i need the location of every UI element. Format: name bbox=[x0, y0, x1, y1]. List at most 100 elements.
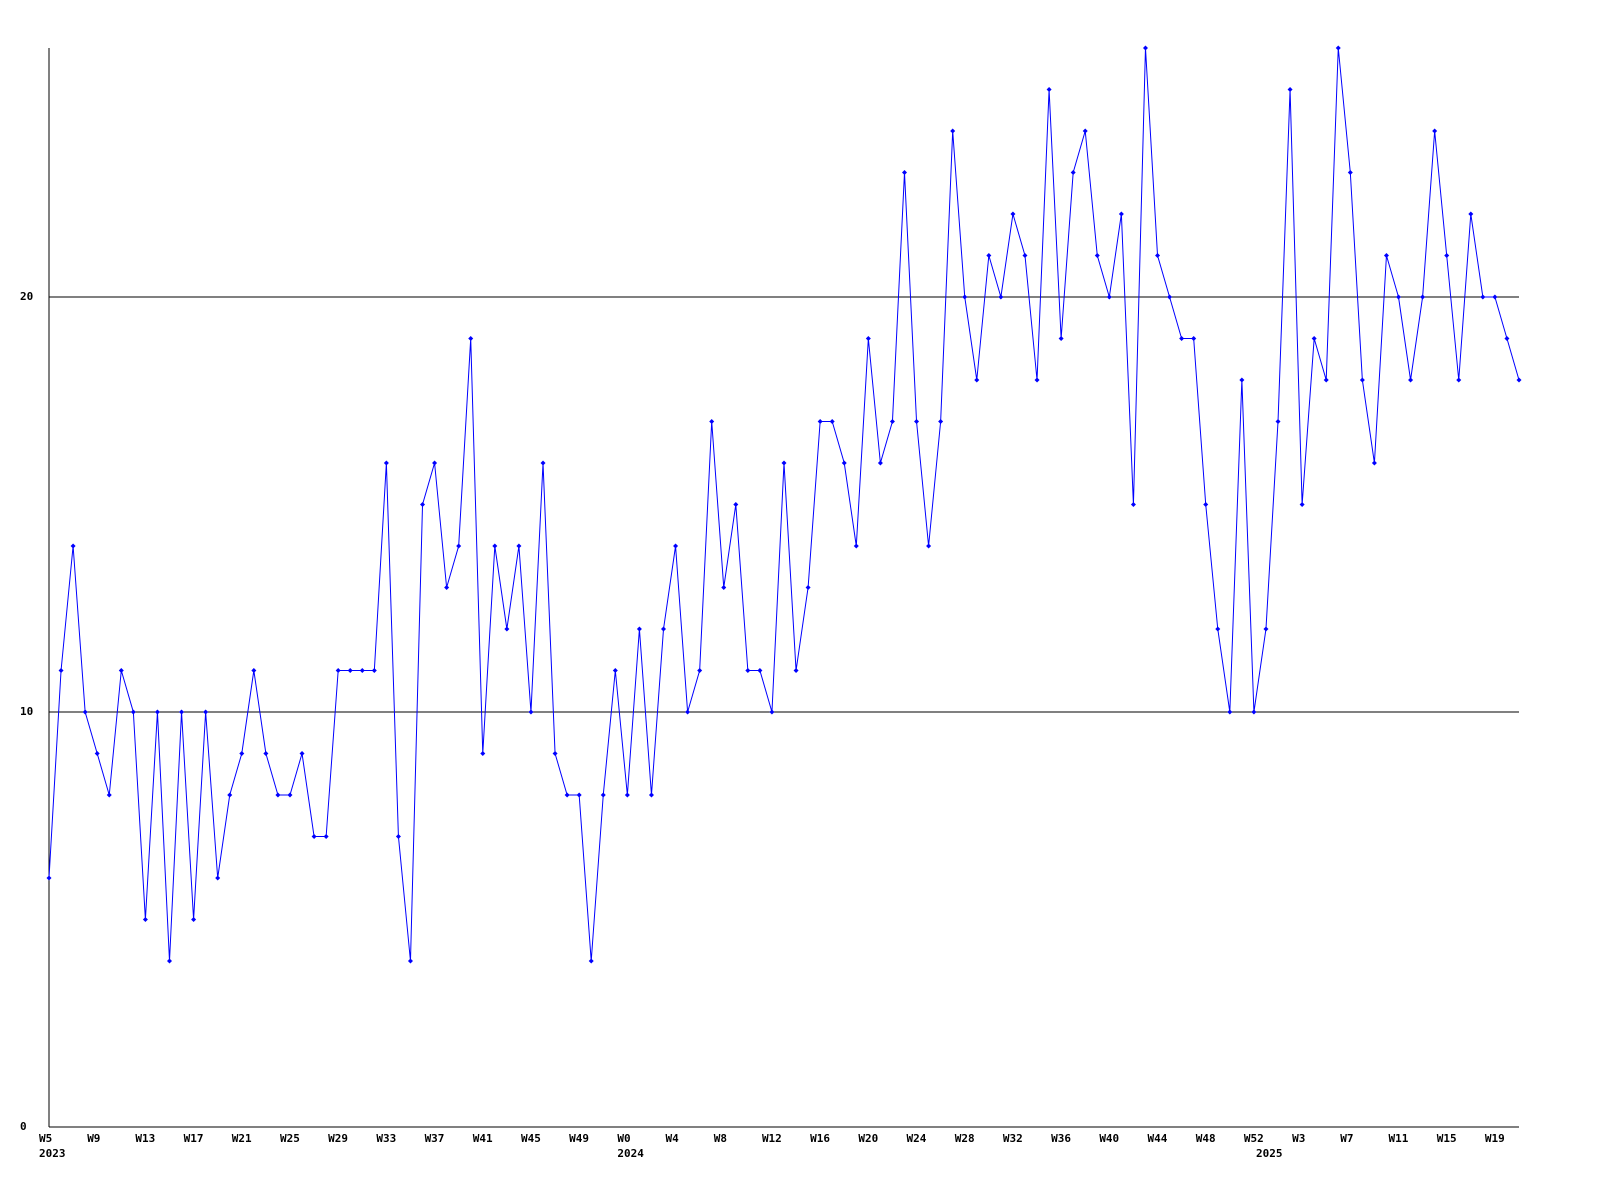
point-marker bbox=[757, 668, 763, 673]
point-marker bbox=[1468, 211, 1474, 217]
point-marker bbox=[1323, 377, 1329, 383]
point-marker bbox=[118, 668, 124, 673]
point-marker bbox=[1359, 377, 1365, 383]
x-group-label: 2023 bbox=[39, 1147, 66, 1160]
point-marker bbox=[1299, 502, 1305, 507]
point-marker bbox=[1444, 253, 1450, 258]
x-tick-label: W52 bbox=[1244, 1132, 1264, 1145]
point-marker bbox=[1155, 253, 1161, 258]
x-tick-label: W24 bbox=[907, 1132, 927, 1145]
point-marker bbox=[648, 792, 654, 798]
point-marker bbox=[58, 668, 64, 673]
point-marker bbox=[94, 751, 100, 756]
point-marker bbox=[420, 502, 426, 507]
x-tick-label: W20 bbox=[858, 1132, 878, 1145]
x-tick-label: W37 bbox=[425, 1132, 445, 1145]
point-marker bbox=[480, 751, 486, 756]
point-marker bbox=[1203, 502, 1209, 507]
point-marker bbox=[1492, 294, 1498, 300]
y-tick-label: 0 bbox=[20, 1120, 27, 1133]
point-marker bbox=[1408, 377, 1414, 383]
point-marker bbox=[1347, 170, 1353, 175]
point-marker bbox=[504, 626, 510, 632]
line bbox=[48, 47, 1520, 962]
point-marker bbox=[1106, 294, 1112, 300]
point-marker bbox=[299, 751, 305, 756]
point-marker bbox=[1179, 336, 1185, 341]
x-tick-label: W16 bbox=[810, 1132, 830, 1145]
x-tick-label: W41 bbox=[473, 1132, 493, 1145]
point-marker bbox=[1287, 87, 1293, 92]
point-marker bbox=[624, 792, 630, 798]
point-marker bbox=[1516, 377, 1522, 383]
point-marker bbox=[1046, 87, 1052, 92]
x-tick-label: W12 bbox=[762, 1132, 782, 1145]
point-marker bbox=[251, 668, 257, 673]
point-marker bbox=[540, 460, 546, 466]
point-marker bbox=[733, 502, 739, 507]
x-group-label: 2024 bbox=[617, 1147, 644, 1160]
y-tick-label: 20 bbox=[20, 290, 33, 303]
point-marker bbox=[926, 543, 932, 549]
point-marker bbox=[1191, 336, 1197, 341]
point-marker bbox=[191, 917, 197, 922]
point-marker bbox=[432, 460, 438, 466]
point-marker bbox=[456, 543, 462, 549]
x-tick-label: W25 bbox=[280, 1132, 300, 1145]
point-marker bbox=[661, 626, 667, 632]
point-marker bbox=[1432, 128, 1438, 134]
point-marker bbox=[1070, 170, 1076, 175]
point-marker bbox=[311, 834, 317, 839]
point-marker bbox=[1227, 709, 1233, 715]
point-marker bbox=[1130, 502, 1136, 507]
point-marker bbox=[685, 709, 691, 715]
point-marker bbox=[552, 751, 558, 756]
point-marker bbox=[239, 751, 245, 756]
point-marker bbox=[1239, 377, 1245, 383]
point-marker bbox=[492, 543, 498, 549]
x-tick-label: W15 bbox=[1437, 1132, 1457, 1145]
y-tick-label: 10 bbox=[20, 705, 33, 718]
x-tick-label: W40 bbox=[1099, 1132, 1119, 1145]
point-marker bbox=[287, 792, 293, 798]
point-marker bbox=[588, 958, 594, 964]
point-marker bbox=[841, 460, 847, 466]
point-marker bbox=[407, 958, 413, 964]
point-marker bbox=[106, 792, 112, 798]
x-tick-label: W29 bbox=[328, 1132, 348, 1145]
point-marker bbox=[1010, 211, 1016, 217]
point-marker bbox=[383, 460, 389, 466]
point-marker bbox=[600, 792, 606, 798]
point-marker bbox=[395, 834, 401, 839]
point-marker bbox=[215, 875, 221, 881]
point-marker bbox=[805, 585, 811, 590]
x-tick-label: W5 bbox=[39, 1132, 52, 1145]
point-marker bbox=[865, 336, 871, 341]
point-marker bbox=[46, 875, 52, 881]
point-marker bbox=[82, 709, 88, 715]
point-marker bbox=[938, 419, 944, 424]
point-marker bbox=[1371, 460, 1377, 466]
point-marker bbox=[1396, 294, 1402, 300]
point-marker bbox=[1034, 377, 1040, 383]
x-tick-label: W7 bbox=[1340, 1132, 1353, 1145]
point-marker bbox=[817, 419, 823, 424]
x-tick-label: W21 bbox=[232, 1132, 252, 1145]
x-tick-label: W11 bbox=[1389, 1132, 1409, 1145]
point-marker bbox=[1251, 709, 1257, 715]
point-marker bbox=[986, 253, 992, 258]
point-marker bbox=[793, 668, 799, 673]
point-marker bbox=[853, 543, 859, 549]
point-marker bbox=[1480, 294, 1486, 300]
point-marker bbox=[335, 668, 341, 673]
x-tick-label: W33 bbox=[376, 1132, 396, 1145]
x-group-label: 2025 bbox=[1256, 1147, 1283, 1160]
point-marker bbox=[516, 543, 522, 549]
point-marker bbox=[829, 419, 835, 424]
point-marker bbox=[877, 460, 883, 466]
point-marker bbox=[154, 709, 160, 715]
point-marker bbox=[998, 294, 1004, 300]
point-marker bbox=[1383, 253, 1389, 258]
point-marker bbox=[612, 668, 618, 673]
